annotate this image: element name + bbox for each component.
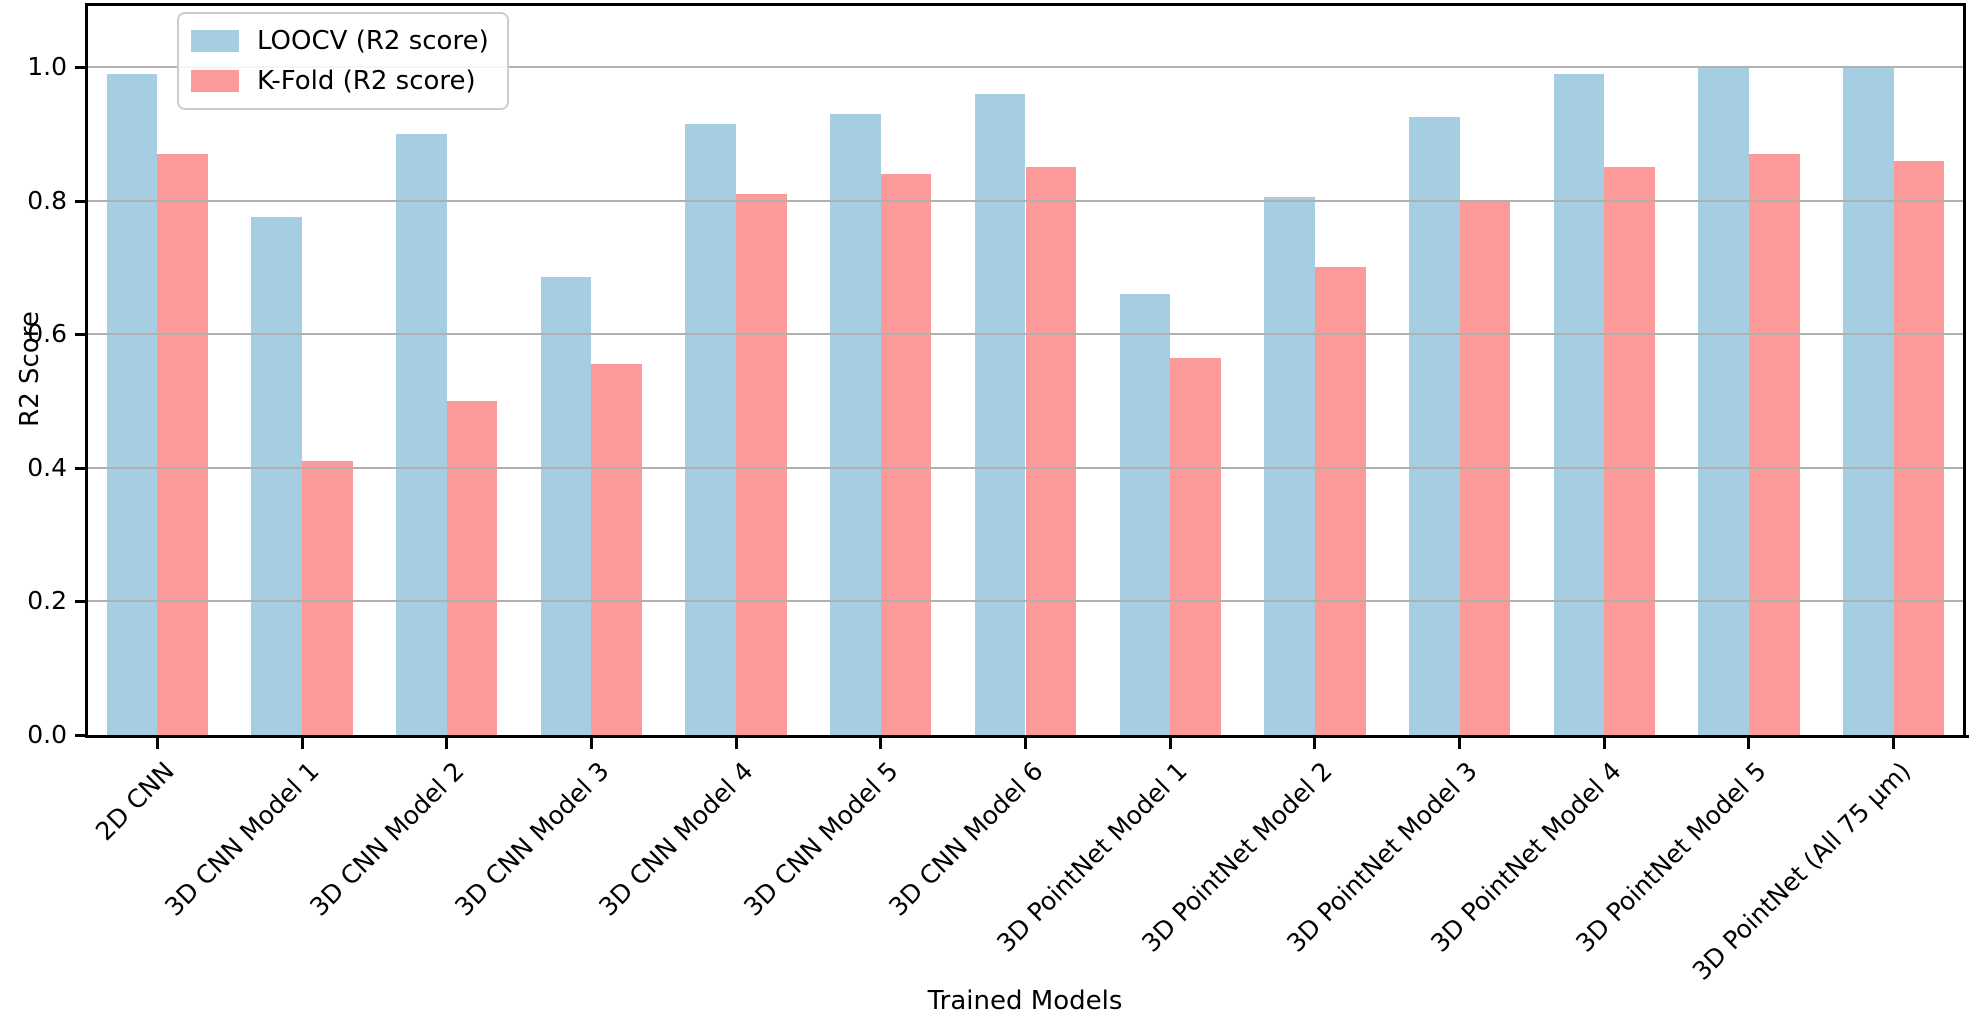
y-tick-label-1.0: 1.0 [27, 52, 67, 81]
axis-spine-bottom [85, 735, 1969, 738]
bar-kfold-0 [157, 153, 208, 735]
x-tick-mark-11 [1747, 738, 1751, 749]
bar-loocv-8 [1264, 197, 1315, 735]
x-tick-label-0: 2D CNN [90, 756, 181, 847]
legend-label-kfold: K-Fold (R2 score) [257, 66, 476, 96]
legend-label-loocv: LOOCV (R2 score) [257, 26, 489, 56]
y-tick-mark-1.0 [75, 66, 85, 69]
x-tick-label-3: 3D CNN Model 3 [448, 756, 615, 922]
x-tick-mark-8 [1313, 738, 1317, 749]
gridline-y-0.8 [85, 199, 1966, 202]
bar-loocv-5 [830, 113, 881, 735]
y-tick-label-0.6: 0.6 [27, 319, 67, 349]
bar-kfold-11 [1748, 153, 1800, 735]
legend-swatch-kfold-icon [191, 70, 239, 92]
x-axis-label: Trained Models [927, 986, 1123, 1016]
gridline-y-0.2 [85, 600, 1966, 603]
x-tick-mark-9 [1458, 738, 1462, 749]
bar-loocv-1 [251, 217, 303, 735]
bar-loocv-10 [1553, 73, 1605, 735]
axis-spine-right [1963, 3, 1966, 738]
bar-loocv-11 [1698, 67, 1749, 735]
x-tick-label-1: 3D CNN Model 1 [159, 756, 325, 922]
gridline-y-1 [85, 66, 1966, 68]
gridline-y-0.4 [85, 466, 1966, 469]
bar-loocv-4 [685, 123, 737, 735]
plot-area [85, 3, 1966, 735]
x-tick-mark-7 [1168, 738, 1172, 749]
y-tick-mark-0.2 [75, 600, 85, 604]
bar-kfold-7 [1170, 357, 1221, 735]
bar-loocv-3 [540, 277, 592, 735]
bar-kfold-8 [1314, 267, 1366, 735]
y-tick-label-0.4: 0.4 [27, 452, 67, 482]
x-tick-label-2: 3D CNN Model 2 [304, 756, 470, 922]
y-tick-mark-0.6 [75, 333, 85, 337]
bar-loocv-7 [1119, 294, 1171, 735]
bar-kfold-1 [302, 461, 353, 735]
x-tick-mark-3 [589, 738, 593, 749]
x-tick-mark-1 [300, 738, 304, 749]
x-tick-mark-12 [1892, 738, 1896, 749]
y-tick-mark-0.8 [75, 199, 85, 203]
x-tick-label-6: 3D CNN Model 6 [882, 756, 1049, 922]
y-tick-mark-0.0 [75, 734, 85, 737]
x-tick-mark-4 [734, 738, 738, 749]
bar-loocv-0 [106, 73, 158, 735]
y-tick-label-0.0: 0.0 [27, 720, 67, 749]
bar-kfold-4 [736, 193, 787, 735]
bar-kfold-12 [1893, 160, 1945, 735]
y-tick-label-0.2: 0.2 [27, 586, 67, 616]
x-tick-mark-2 [445, 738, 449, 749]
legend-item-loocv: LOOCV (R2 score) [191, 26, 489, 56]
gridline-y-0.6 [85, 333, 1966, 336]
y-tick-mark-0.4 [75, 466, 85, 470]
x-tick-mark-5 [879, 738, 883, 749]
bar-kfold-2 [446, 401, 498, 735]
legend-item-kfold: K-Fold (R2 score) [191, 66, 489, 96]
bar-kfold-6 [1025, 167, 1077, 735]
axis-spine-left [85, 3, 88, 738]
bar-kfold-10 [1604, 167, 1655, 735]
legend-swatch-loocv-icon [191, 30, 239, 52]
bar-loocv-6 [974, 93, 1026, 735]
x-tick-label-5: 3D CNN Model 5 [738, 756, 904, 922]
bar-kfold-5 [880, 173, 932, 735]
bar-loocv-9 [1408, 117, 1460, 735]
bar-loocv-12 [1843, 67, 1894, 735]
legend: LOOCV (R2 score) K-Fold (R2 score) [177, 12, 509, 110]
y-tick-label-0.8: 0.8 [27, 185, 67, 215]
x-tick-mark-6 [1024, 738, 1027, 749]
axis-spine-top [85, 3, 1966, 6]
bar-kfold-3 [591, 364, 643, 735]
bar-loocv-2 [396, 133, 447, 735]
x-tick-mark-10 [1602, 738, 1606, 749]
x-tick-mark-0 [155, 738, 159, 749]
x-tick-label-4: 3D CNN Model 4 [593, 756, 759, 922]
